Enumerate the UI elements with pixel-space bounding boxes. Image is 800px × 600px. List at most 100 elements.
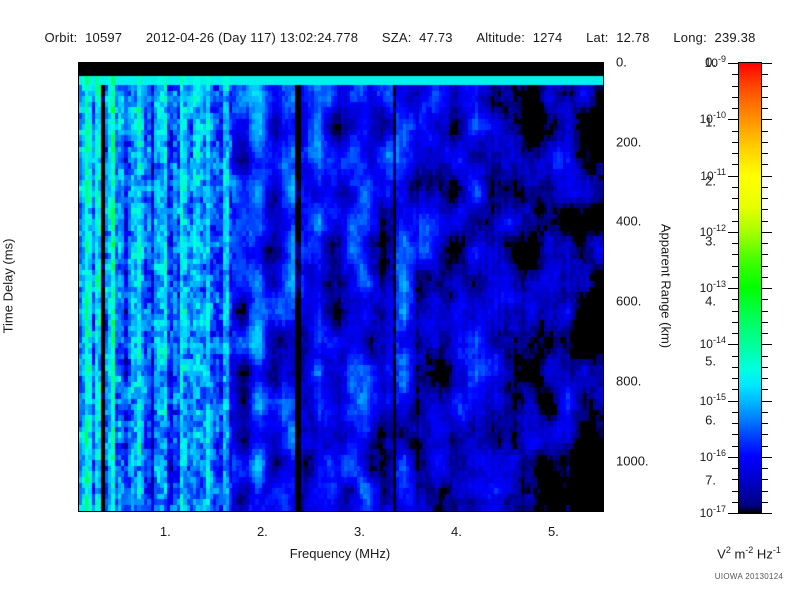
time-delay-minor-tick <box>78 87 79 88</box>
time-delay-minor-tick <box>78 99 79 100</box>
frequency-minor-tick <box>292 511 293 512</box>
frequency-minor-tick <box>254 511 255 512</box>
colorbar-minor-tick <box>761 445 768 447</box>
apparent-range-minor-tick <box>603 322 604 323</box>
ionogram-heatmap <box>79 63 603 511</box>
frequency-minor-tick <box>205 511 206 512</box>
colorbar-tick-label: 10-11 <box>700 166 726 183</box>
colorbar-minor-tick <box>732 198 739 199</box>
colorbar-minor-tick <box>761 276 768 278</box>
frequency-minor-tick <box>467 511 468 512</box>
apparent-range-minor-tick <box>603 103 604 104</box>
time-delay-minor-tick <box>78 451 79 452</box>
colorbar-minor-tick <box>732 321 739 323</box>
time-delay-minor-tick <box>78 457 79 458</box>
time-delay-minor-tick <box>78 344 79 345</box>
colorbar-minor-tick <box>732 130 739 132</box>
time-delay-minor-tick <box>78 81 79 82</box>
time-delay-minor-tick <box>78 380 79 381</box>
orbit-value: 10597 <box>85 30 123 45</box>
colorbar-tick-label: 10-12 <box>699 222 726 239</box>
colorbar-minor-tick <box>732 389 739 391</box>
altitude-label: Altitude: <box>476 30 526 45</box>
time-delay-minor-tick <box>78 194 79 195</box>
frequency-minor-tick <box>584 511 585 512</box>
sza-label: SZA: <box>381 30 412 45</box>
time-delay-minor-tick <box>78 499 79 500</box>
time-delay-minor-tick <box>78 314 79 315</box>
time-delay-tick-label: 6. <box>705 412 716 428</box>
colorbar-minor-tick <box>732 445 739 447</box>
time-delay-minor-tick <box>78 159 79 160</box>
colorbar-minor-tick <box>761 74 768 76</box>
frequency-minor-tick <box>176 511 177 512</box>
colorbar-major-tick <box>761 344 772 346</box>
frequency-minor-tick <box>147 511 148 512</box>
colorbar-units: V2 m-2 Hz-1 <box>717 545 781 562</box>
time-delay-minor-tick <box>78 129 79 130</box>
time-delay-minor-tick <box>78 230 79 231</box>
frequency-minor-tick <box>399 511 400 512</box>
time-delay-minor-tick <box>78 493 79 494</box>
time-delay-minor-tick <box>78 176 79 177</box>
apparent-range-minor-tick <box>603 203 604 204</box>
frequency-minor-tick <box>234 511 235 512</box>
frequency-minor-tick <box>312 511 313 512</box>
frequency-minor-tick <box>390 511 391 512</box>
frequency-tick-label: 3. <box>353 524 365 539</box>
time-delay-minor-tick <box>78 284 79 285</box>
time-delay-minor-tick <box>78 350 79 351</box>
apparent-range-major-tick <box>603 143 604 144</box>
frequency-minor-tick <box>186 511 187 512</box>
apparent-range-minor-tick <box>603 262 604 263</box>
colorbar-minor-tick <box>732 265 739 267</box>
colorbar-minor-tick <box>732 490 739 492</box>
time-delay-tick-label: 2. <box>705 173 716 189</box>
frequency-minor-tick <box>195 511 196 512</box>
apparent-range-minor-tick <box>603 362 604 363</box>
colorbar-minor-tick <box>732 220 739 222</box>
frequency-minor-tick <box>496 511 497 512</box>
apparent-range-minor-tick <box>603 123 604 124</box>
time-delay-major-tick <box>78 63 79 64</box>
colorbar-tick-label: 10-13 <box>699 279 726 295</box>
apparent-range-tick-label: 200. <box>616 134 642 150</box>
institution-credit: UIOWA 20130124 <box>714 572 784 581</box>
frequency-minor-tick <box>341 511 342 512</box>
apparent-range-axis-title: Apparent Range (km) <box>658 223 674 349</box>
colorbar-tick-label: 10-14 <box>699 335 726 352</box>
colorbar-minor-tick <box>732 276 739 278</box>
time-delay-minor-tick <box>78 487 79 488</box>
colorbar-minor-tick <box>732 355 739 357</box>
time-delay-minor-tick <box>78 415 79 416</box>
frequency-minor-tick <box>525 511 526 512</box>
time-delay-minor-tick <box>78 248 79 249</box>
colorbar-minor-tick <box>761 108 768 109</box>
colorbar-major-tick <box>728 231 739 233</box>
apparent-range-minor-tick <box>603 501 604 502</box>
colorbar-major-tick <box>728 119 739 121</box>
frequency-minor-tick <box>506 511 507 512</box>
frequency-minor-tick <box>322 511 323 512</box>
frequency-minor-tick <box>302 511 303 512</box>
frequency-minor-tick <box>351 511 352 512</box>
time-delay-minor-tick <box>78 469 79 470</box>
time-delay-minor-tick <box>78 398 79 399</box>
frequency-minor-tick <box>244 511 245 512</box>
colorbar-major-tick <box>728 63 739 64</box>
time-delay-minor-tick <box>78 368 79 369</box>
colorbar-minor-tick <box>732 468 739 469</box>
frequency-minor-tick <box>128 511 129 512</box>
time-delay-minor-tick <box>78 75 79 76</box>
colorbar-minor-tick <box>761 333 768 334</box>
colorbar-minor-tick <box>732 108 739 109</box>
colorbar-minor-tick <box>761 96 768 98</box>
time-delay-minor-tick <box>78 218 79 219</box>
frequency-minor-tick <box>419 511 420 512</box>
time-delay-minor-tick <box>78 392 79 393</box>
sza-value: 47.73 <box>419 30 453 45</box>
ionogram-plot-area <box>78 62 604 512</box>
frequency-minor-tick <box>157 511 158 512</box>
colorbar-major-tick <box>728 456 739 458</box>
apparent-range-minor-tick <box>603 402 604 403</box>
